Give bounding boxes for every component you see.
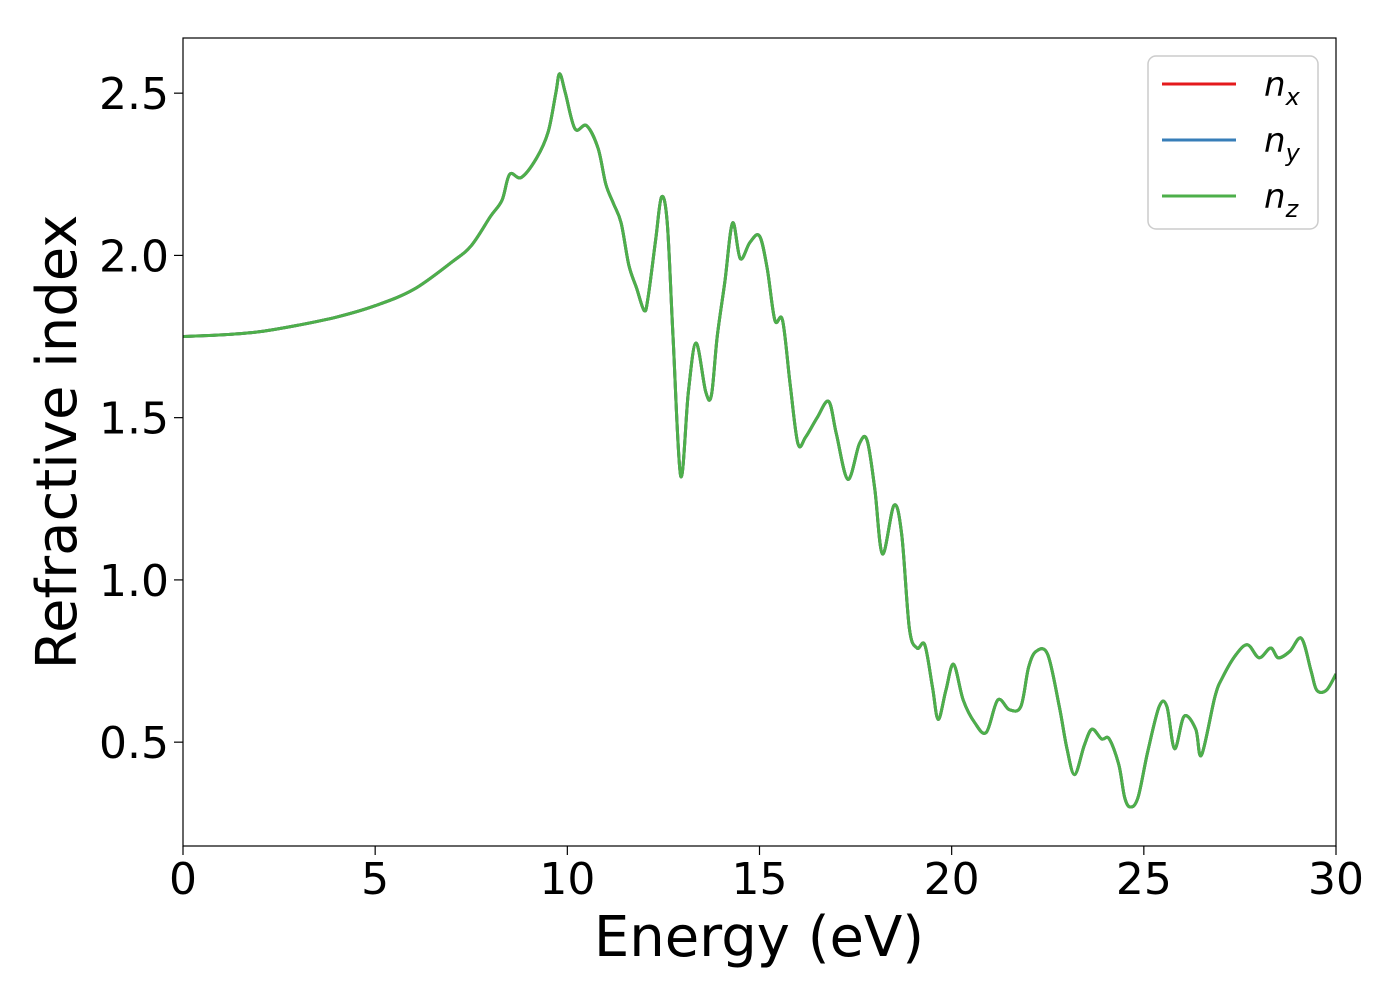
legend-label-n-x: nx [1264, 65, 1301, 111]
x-tick-label: 10 [539, 854, 595, 905]
legend-box [1147, 55, 1319, 230]
x-tick-label: 5 [361, 854, 389, 905]
legend-label-n-y: ny [1264, 121, 1301, 167]
y-tick-label: 1.5 [99, 394, 169, 445]
x-axis: 0 5 10 15 20 25 30 [169, 846, 1364, 905]
y-axis-title: Refractive index [25, 215, 90, 670]
y-tick-label: 0.5 [99, 718, 169, 769]
x-tick-label: 0 [169, 854, 197, 905]
x-tick-label: 30 [1308, 854, 1364, 905]
x-tick-label: 15 [732, 854, 788, 905]
legend: nx ny nz [1147, 55, 1319, 230]
series-line-n-z [183, 72, 1336, 809]
series-layer [183, 72, 1336, 809]
y-tick-label: 1.0 [99, 556, 169, 607]
y-tick-label: 2.0 [99, 231, 169, 282]
x-tick-label: 25 [1116, 854, 1172, 905]
legend-label-n-z: nz [1264, 177, 1300, 223]
x-axis-title: Energy (eV) [594, 905, 924, 970]
y-tick-label: 2.5 [99, 69, 169, 120]
x-tick-label: 20 [924, 854, 980, 905]
y-axis: 0.5 1.0 1.5 2.0 2.5 [99, 69, 183, 769]
